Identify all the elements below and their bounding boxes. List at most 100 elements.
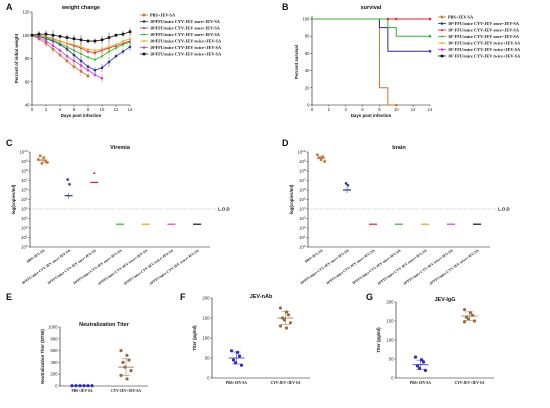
panel-a-point xyxy=(86,39,90,43)
panel-g-point xyxy=(417,366,422,371)
panel-a-point xyxy=(107,45,111,48)
panel-a-point xyxy=(100,38,104,42)
panel-c-category-label: 10⁴FFU/mice CYV-JEV once+JEV-SA xyxy=(21,248,71,285)
panel-e-category-label: CYV-JEV+JEV-SA xyxy=(111,389,141,393)
panel-c-ytick-label: 109 xyxy=(21,159,28,165)
panel-c-point xyxy=(38,154,42,158)
panel-c-ytick-label: 107 xyxy=(21,178,28,184)
panel-a-legend-marker xyxy=(142,52,146,56)
panel-c-point xyxy=(68,183,71,186)
panel-a-point xyxy=(72,53,76,57)
panel-a-point xyxy=(128,30,132,34)
panel-e-point xyxy=(127,358,131,362)
panel-d-ytick-label: 101 xyxy=(299,235,306,241)
panel-c-point xyxy=(40,162,44,165)
panel-d-ytick-exponent: 4 xyxy=(304,206,306,210)
panel-a-point xyxy=(79,64,83,67)
panel-g-ytick-label: 100 xyxy=(387,338,395,343)
panel-d-category-label: 10²FFU/mice CYV-JEV twice+JEV-SA xyxy=(429,248,480,286)
panel-d-point xyxy=(317,156,321,159)
panel-a-point xyxy=(100,76,104,80)
panel-label-A: A xyxy=(6,2,13,12)
panel-a-xtick-label: 12 xyxy=(114,107,119,112)
panel-a-point xyxy=(37,36,41,39)
panel-f-title: JEV-nAb xyxy=(250,294,273,300)
panel-d-ytick-exponent: 0 xyxy=(304,244,306,248)
panel-b-legend-label: PBS+JEV-SA xyxy=(448,15,474,20)
panel-f-point xyxy=(284,310,289,314)
panel-a-legend-marker xyxy=(142,39,146,43)
panel-a-point xyxy=(65,45,69,49)
panel-label-G: G xyxy=(366,292,373,302)
panel-c-ytick-label: 105 xyxy=(21,197,28,203)
panel-b-xtick-label: 8 xyxy=(378,107,381,112)
panel-c-category-label: 10⁴FFU/mice CYV-JEV twice+JEV-SA xyxy=(97,248,148,286)
panel-b-legend-label: 10⁴ FFU/mice CYV-JEV twice+JEV-SA xyxy=(448,41,521,46)
panel-g-ylabel: Titer (pg/ml) xyxy=(376,327,381,353)
panel-c-ytick-exponent: 9 xyxy=(26,159,28,163)
panel-b-ylabel: Percent survival xyxy=(294,45,299,79)
panel-c-ytick-exponent: 5 xyxy=(26,197,28,201)
panel-f-point xyxy=(237,354,242,358)
panel-d-ytick-exponent: 2 xyxy=(304,225,306,229)
panel-g-point xyxy=(470,313,475,317)
panel-label-E: E xyxy=(6,292,12,302)
panel-e-point xyxy=(78,384,82,388)
panel-e-point xyxy=(86,384,90,388)
panel-e-ytick-label: 200 xyxy=(51,372,59,377)
panel-g-category-label: PBS+JEV-SA xyxy=(410,381,431,385)
panel-g-point xyxy=(472,319,477,323)
panel-c-ytick-exponent: 1 xyxy=(26,235,28,239)
panel-f-category-label: CYV-JEV+JEV-SA xyxy=(271,381,301,385)
panel-b-legend-label: 10² FFU/mice CYV-JEV once+JEV-SA xyxy=(448,34,520,39)
panel-a-point xyxy=(58,42,62,45)
panel-c-ytick-label: 101 xyxy=(21,235,28,241)
panel-f-ytick-label: 50 xyxy=(205,356,210,361)
panel-d-ytick-label: 102 xyxy=(299,225,306,231)
panel-b-xlabel: Days post infection xyxy=(351,113,392,118)
panel-e-ytick-label: 800 xyxy=(51,336,59,341)
panel-f-point xyxy=(233,361,238,365)
panel-a-point xyxy=(86,65,90,68)
panel-c-ytick-exponent: 4 xyxy=(26,206,28,210)
panel-a-legend-label: 10²FFU/mice CYV-JEV twice+JEV-SA xyxy=(150,52,222,57)
panel-e-point xyxy=(70,384,74,388)
panel-g-point xyxy=(468,311,473,315)
panel-d-ytick-exponent: 7 xyxy=(304,178,306,182)
panel-d-ytick-label: 100 xyxy=(299,244,306,250)
panel-a-point xyxy=(58,49,62,52)
panel-c-ytick-exponent: 8 xyxy=(26,168,28,172)
panel-a-point xyxy=(58,35,62,38)
panel-d-lod-label: L.O.D xyxy=(498,207,510,212)
panel-e-ytick-label: 1000 xyxy=(48,325,58,330)
panel-e-point xyxy=(121,360,125,364)
panel-a-point xyxy=(107,60,111,64)
panel-c-category-label: PBS+JEV-SA xyxy=(26,248,46,264)
panel-e-ylabel: Neutralization Titer (NT50) xyxy=(40,329,45,384)
panel-d-ytick-label: 109 xyxy=(299,159,306,165)
panel-b-axes xyxy=(311,16,430,106)
panel-a-ytick-label: 40 xyxy=(25,103,30,108)
panel-f-point xyxy=(288,321,293,325)
panel-c-ylabel: log(copies/ml) xyxy=(11,184,16,214)
panel-a-point xyxy=(44,32,48,36)
panel-d-ytick-exponent: 6 xyxy=(304,187,306,191)
panel-a-point xyxy=(93,73,97,77)
panel-a-ytick-label: 100 xyxy=(23,33,31,38)
panel-a-point xyxy=(93,58,97,61)
panel-a-point xyxy=(100,47,104,51)
panel-a-legend-label: 10³FFU/mice CYV-JEV once+JEV-SA xyxy=(150,26,221,31)
panel-d-point xyxy=(344,182,348,185)
panel-d-title: brain xyxy=(392,145,406,151)
panel-b-legend-label: 10⁴ FFU/mice CYV-JEV once+JEV-SA xyxy=(448,21,520,26)
panel-a-point xyxy=(100,66,104,70)
panel-a-point xyxy=(121,32,125,36)
panel-d-ytick-exponent: 3 xyxy=(304,216,306,220)
panel-a-legend-marker xyxy=(142,46,146,49)
panel-a-point xyxy=(93,68,97,72)
panel-a-point xyxy=(114,43,118,46)
panel-a-xtick-label: 0 xyxy=(31,107,34,112)
panel-b-survival-curve xyxy=(312,18,430,37)
panel-b-legend-label: 10³ FFU/mice CYV-JEV twice+JEV-SA xyxy=(448,47,521,52)
panel-f-point xyxy=(239,363,244,367)
